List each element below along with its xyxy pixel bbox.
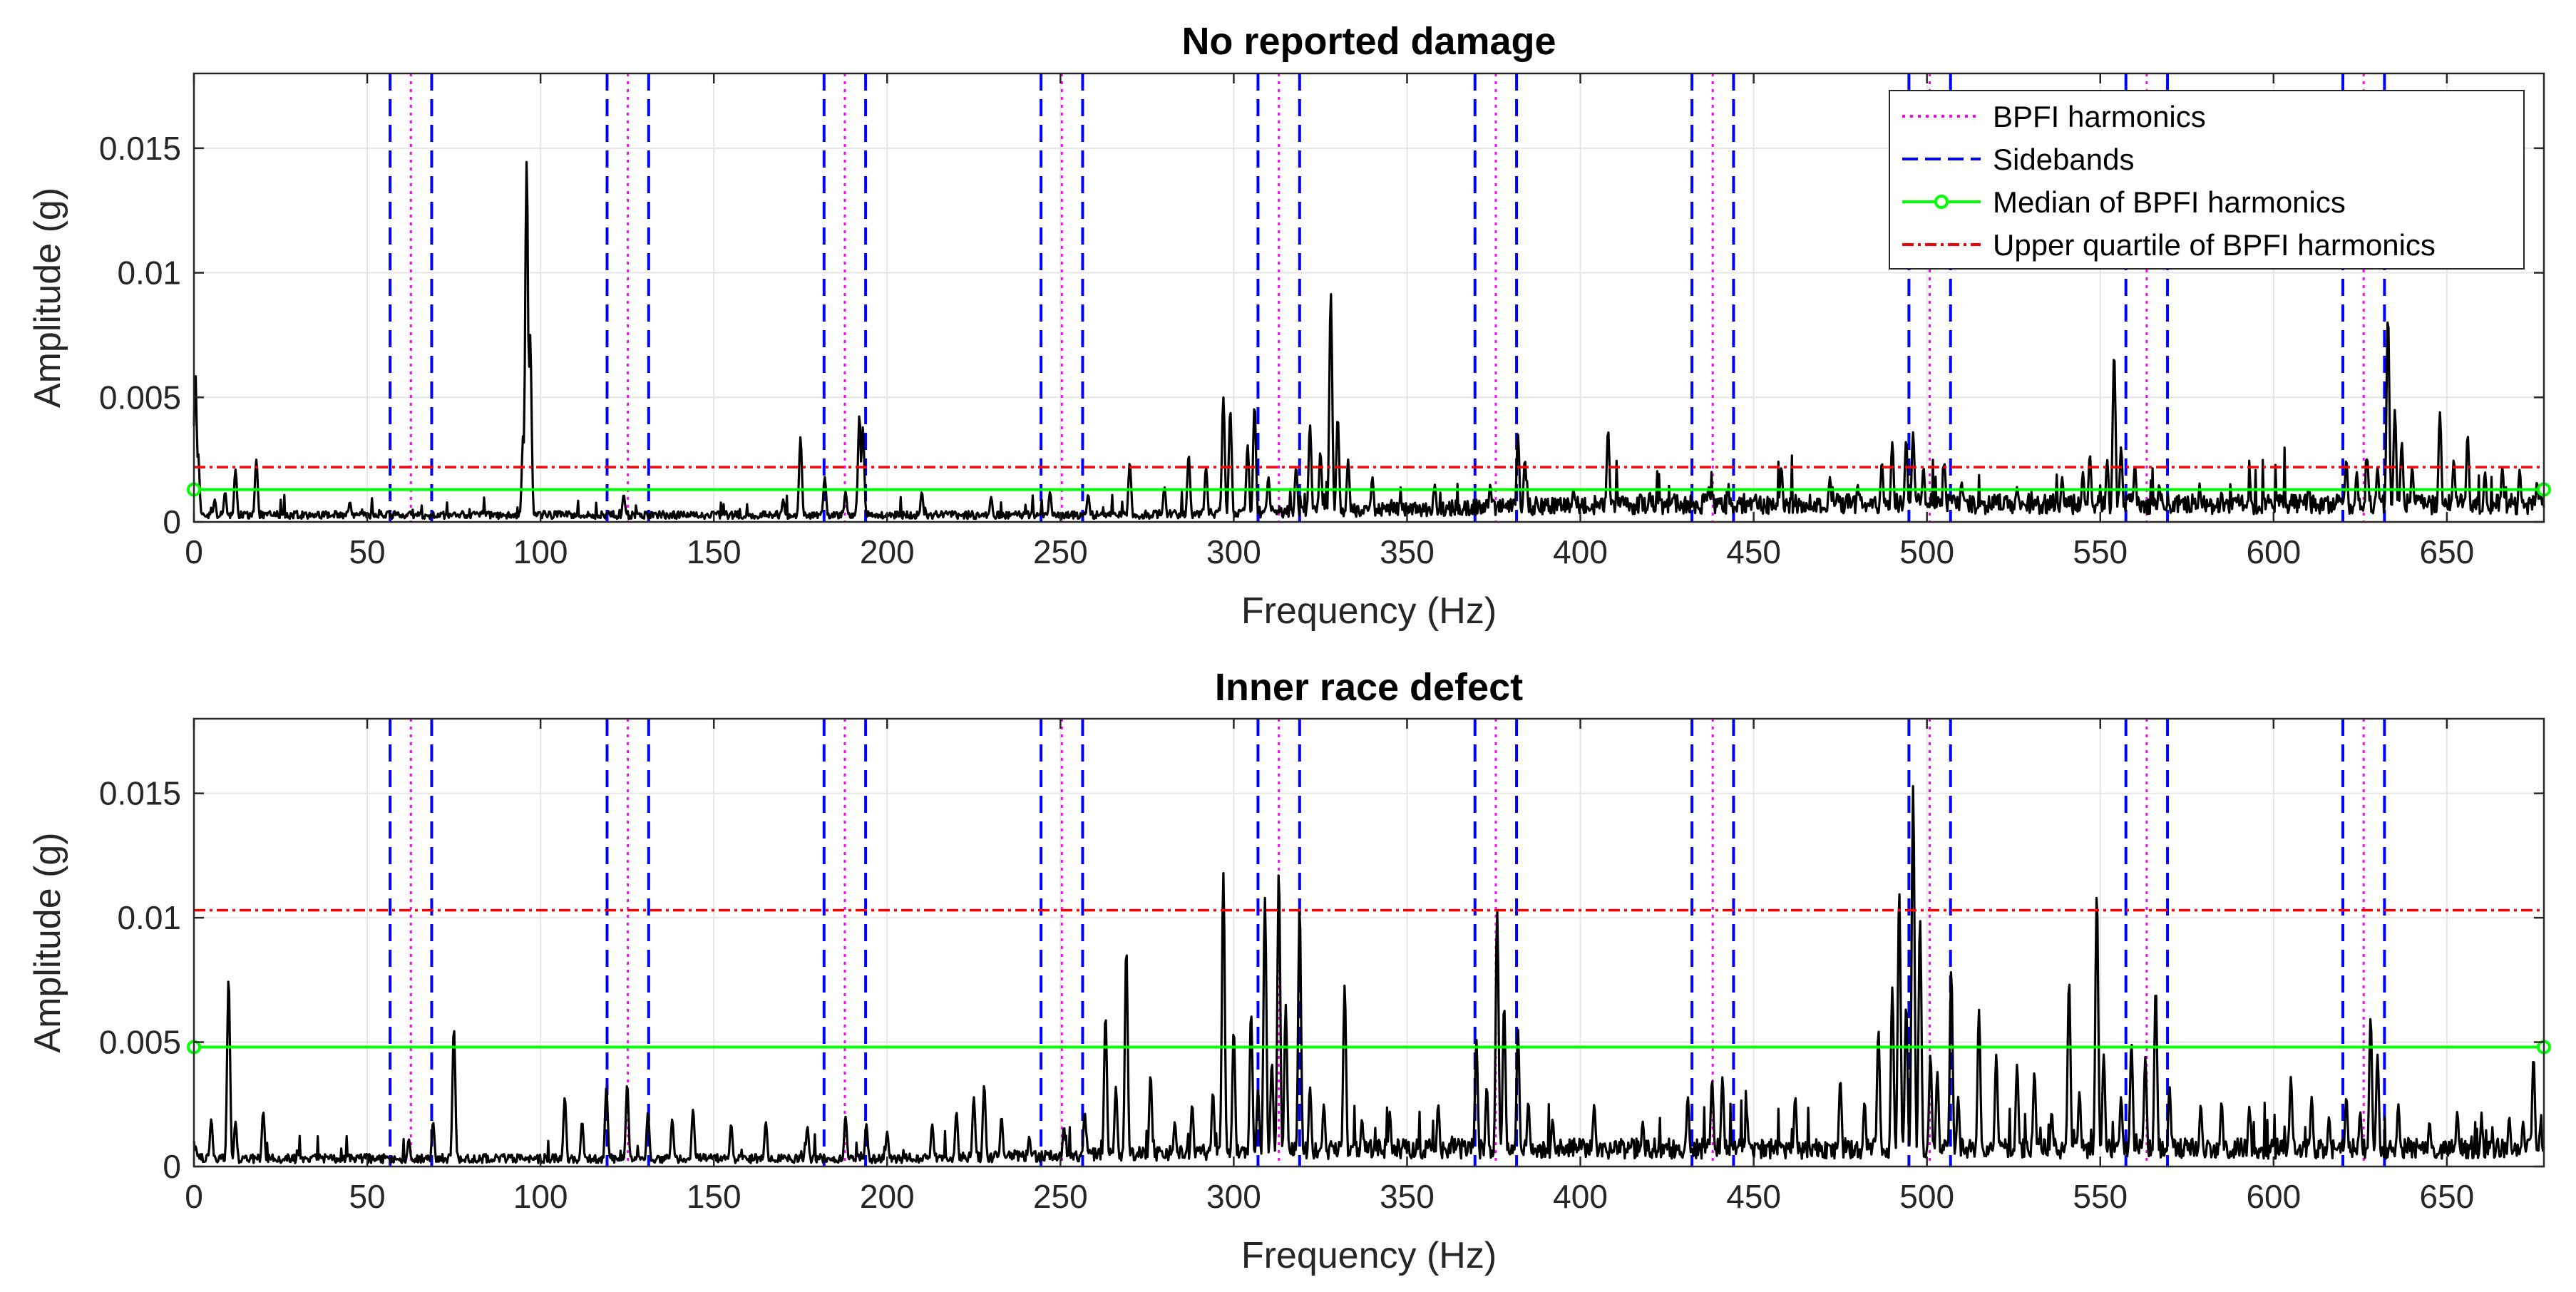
- spectrum-line: [193, 785, 2545, 1164]
- x-tick-label: 300: [1206, 533, 1261, 570]
- legend-label: Median of BPFI harmonics: [1993, 185, 2346, 219]
- x-axis-label: Frequency (Hz): [1241, 590, 1497, 632]
- y-tick-label: 0.015: [99, 775, 181, 812]
- x-axis-label: Frequency (Hz): [1241, 1235, 1497, 1276]
- y-tick-label: 0: [163, 503, 181, 540]
- y-axis-label: Amplitude (g): [27, 188, 68, 408]
- y-tick-label: 0.005: [99, 1024, 181, 1061]
- x-tick-label: 650: [2420, 1178, 2475, 1215]
- chart-panel-inner-race: 0 50 100 150 200 250 300 350 400 450 500 550 600 650 0…: [27, 666, 2551, 1276]
- x-tick-label: 300: [1206, 1178, 1261, 1215]
- x-tick-label: 350: [1380, 1178, 1435, 1215]
- x-tick-label: 200: [860, 533, 915, 570]
- x-tick-label: 0: [185, 1178, 203, 1215]
- x-tick-label: 100: [513, 533, 568, 570]
- axes-frame: [193, 72, 2545, 523]
- x-tick-label: 100: [513, 1178, 568, 1215]
- x-tick-label: 450: [1726, 533, 1781, 570]
- x-tick-label: 450: [1726, 1178, 1781, 1215]
- x-tick-label: 50: [349, 1178, 385, 1215]
- legend-marker: [1934, 195, 1949, 209]
- x-tick-label: 350: [1380, 533, 1435, 570]
- x-tick-label: 500: [1899, 533, 1954, 570]
- x-tick-label: 150: [687, 533, 742, 570]
- x-tick-label: 550: [2073, 533, 2128, 570]
- x-tick-label: 200: [860, 1178, 915, 1215]
- y-tick-label: 0.005: [99, 379, 181, 416]
- x-tick-label: 650: [2420, 533, 2475, 570]
- x-tick-label: 400: [1553, 533, 1608, 570]
- x-tick-label: 600: [2246, 1178, 2301, 1215]
- legend-label: Upper quartile of BPFI harmonics: [1993, 228, 2436, 262]
- chart-title: No reported damage: [1181, 20, 1556, 63]
- spectrum-line: [193, 160, 2545, 521]
- y-axis-label: Amplitude (g): [27, 832, 68, 1052]
- legend-box: [1889, 90, 2525, 270]
- x-tick-label: 400: [1553, 1178, 1608, 1215]
- x-tick-label: 0: [185, 533, 203, 570]
- x-tick-label: 250: [1033, 533, 1088, 570]
- y-tick-label: 0.01: [117, 899, 181, 936]
- axes-frame: [193, 717, 2545, 1168]
- y-tick-label: 0: [163, 1148, 181, 1185]
- x-tick-label: 600: [2246, 533, 2301, 570]
- x-tick-label: 550: [2073, 1178, 2128, 1215]
- y-tick-label: 0.01: [117, 255, 181, 292]
- y-tick-label: 0.015: [99, 130, 181, 167]
- x-tick-label: 50: [349, 533, 385, 570]
- chart-panel-no-damage: 0 50 100 150 200 250 300 350 400 450 500 550 600 650 0…: [27, 20, 2551, 632]
- legend-label: BPFI harmonics: [1993, 100, 2206, 133]
- chart-title: Inner race defect: [1215, 666, 1523, 709]
- x-tick-label: 500: [1899, 1178, 1954, 1215]
- x-tick-label: 250: [1033, 1178, 1088, 1215]
- legend: BPFI harmonics Sidebands Median of BPFI ha…: [1889, 90, 2525, 270]
- legend-label: Sidebands: [1993, 143, 2135, 176]
- x-tick-label: 150: [687, 1178, 742, 1215]
